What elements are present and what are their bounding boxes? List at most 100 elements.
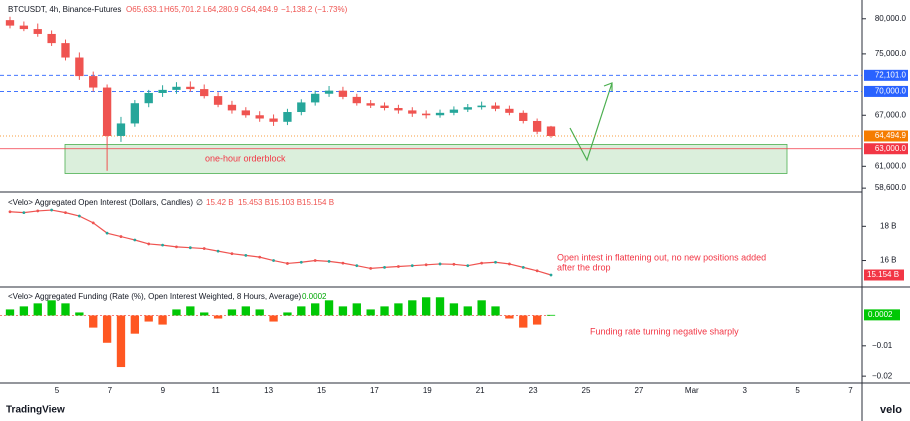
logo: velo <box>880 404 902 416</box>
y-tick-label: −0.02 <box>872 371 893 380</box>
candle-body <box>75 57 84 77</box>
ohlc-low: L64,280.9 <box>203 5 239 14</box>
funding-bar <box>19 306 29 316</box>
candle-body <box>186 86 195 90</box>
ohlc-change: −1,138.2 (−1.73%) <box>281 5 348 14</box>
candle-body <box>33 29 42 34</box>
x-tick-label: Mar <box>685 386 699 395</box>
y-tick-label: 58,600.0 <box>875 183 907 192</box>
oi-point <box>397 265 400 268</box>
candle-body <box>102 87 112 136</box>
funding-bar <box>33 303 42 316</box>
candle-body <box>200 89 209 97</box>
candle-body <box>338 90 348 97</box>
candle-body <box>297 102 306 113</box>
funding-bar <box>532 315 542 325</box>
y-tick-label: 67,000.0 <box>875 110 907 119</box>
symbol: BTCUSDT, 4h, Binance-Futures <box>8 5 121 14</box>
oi-point <box>119 235 123 238</box>
oi-point <box>258 255 262 259</box>
oi-point <box>188 246 192 250</box>
x-tick-label: 3 <box>742 386 747 395</box>
x-tick-label: 13 <box>264 386 273 395</box>
x-tick-label: 5 <box>795 386 800 395</box>
oi-point <box>8 210 12 214</box>
candle-body <box>532 120 542 132</box>
funding-title: <Velo> Aggregated Funding (Rate (%), Ope… <box>8 292 302 301</box>
candle-body <box>352 96 361 104</box>
ohlc-open: O65,633.1 <box>126 5 164 14</box>
x-tick-label: 27 <box>634 386 643 395</box>
oi-point <box>521 265 525 269</box>
oi-point <box>549 273 553 277</box>
funding-bar <box>158 315 167 325</box>
funding-bar <box>505 315 514 319</box>
candle-body <box>421 113 431 116</box>
candle-body <box>5 20 15 26</box>
candle-body <box>130 103 140 124</box>
candle-body <box>19 25 29 30</box>
funding-bar <box>5 309 15 316</box>
funding-bar <box>352 303 361 316</box>
oi-point <box>147 242 151 246</box>
oi-label-box <box>864 269 904 281</box>
x-tick-label: 7 <box>108 386 113 395</box>
oi-point <box>91 221 95 225</box>
candle-body <box>463 107 472 110</box>
price-label-box <box>864 69 908 81</box>
oi-legend-value: 15.42 B <box>206 198 234 207</box>
candle-body <box>61 43 70 58</box>
price-label-box <box>864 130 908 142</box>
funding-bar <box>408 300 417 316</box>
candle-body <box>255 115 264 119</box>
candle-body <box>546 126 556 136</box>
x-tick-label: 15 <box>317 386 326 395</box>
funding-bar <box>186 306 195 316</box>
oi-point <box>161 243 164 247</box>
candle-body <box>47 33 56 44</box>
oi-point <box>355 264 359 268</box>
oi-last-label: 15.154 B <box>867 270 899 279</box>
funding-bar <box>324 300 334 316</box>
candle-body <box>241 110 250 116</box>
price-label: 72,101.0 <box>875 70 907 79</box>
candle-body <box>227 104 237 111</box>
funding-bar <box>89 315 98 328</box>
candle-body <box>213 96 223 105</box>
candle-body <box>505 108 514 113</box>
oi-line <box>9 209 552 276</box>
candle-body <box>158 89 167 93</box>
y-tick-label: 61,000.0 <box>875 161 907 170</box>
oi-point <box>494 260 497 264</box>
oi-annotation: after the drop <box>557 262 611 272</box>
y-tick-label: 80,000.0 <box>875 14 907 23</box>
oi-point <box>535 269 539 273</box>
funding-annotation: Funding rate turning negative sharply <box>590 326 739 336</box>
x-tick-label: 7 <box>848 386 853 395</box>
funding-bar <box>269 315 278 322</box>
funding-bar <box>75 312 84 316</box>
oi-legend-value: 15.103 B <box>270 198 302 207</box>
oi-point <box>507 262 511 266</box>
funding-bar <box>491 306 500 316</box>
funding-bar <box>200 312 209 316</box>
oi-point <box>286 262 289 265</box>
oi-point <box>299 260 303 264</box>
oi-point <box>410 264 414 268</box>
funding-bar <box>366 309 375 316</box>
funding-label-box <box>864 309 900 321</box>
funding-bar <box>477 300 486 316</box>
price-label: 64,494.9 <box>875 131 907 140</box>
candle-body <box>519 112 528 121</box>
oi-point <box>341 261 345 265</box>
y-tick-label: 16 B <box>880 256 896 265</box>
funding-legend-value: 0.0002 <box>302 292 327 301</box>
y-tick-label: −0.01 <box>872 341 893 350</box>
price-label: 63,000.0 <box>875 144 907 153</box>
funding-bar <box>380 306 389 316</box>
funding-bar <box>463 306 472 316</box>
oi-point <box>202 247 206 250</box>
oi-point <box>22 211 26 215</box>
oi-point <box>230 252 234 256</box>
